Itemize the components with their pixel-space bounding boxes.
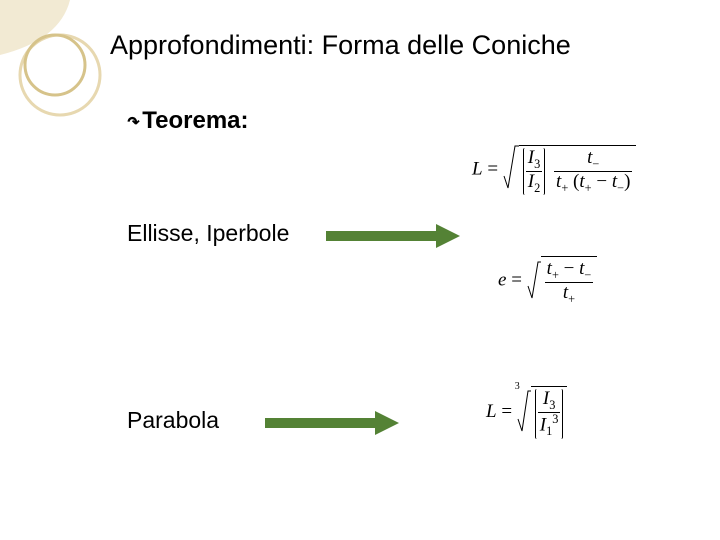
heading-bullet: ↷ bbox=[127, 109, 140, 135]
formula-L2-lhs: L bbox=[486, 401, 497, 422]
heading-text: Teorema: bbox=[142, 107, 248, 134]
slide-title: Approfondimenti: Forma delle Coniche bbox=[110, 30, 571, 61]
eq-sign: = bbox=[511, 270, 526, 291]
formula-L-ellipse: L = I3 I2 t− t+ (t+ − t−) bbox=[472, 142, 636, 198]
formula-e-lhs: e bbox=[498, 270, 506, 291]
frac-I3-I1cubed: I3 I13 bbox=[538, 389, 561, 439]
label-parabola-text: Parabola bbox=[127, 407, 219, 433]
frac-ecc: t+ − t− t+ bbox=[545, 259, 594, 307]
corner-decoration bbox=[0, 0, 120, 120]
formula-L-parabola: L = 3 I3 I13 bbox=[486, 386, 567, 439]
label-ellipse-hyperbola: Ellisse, Iperbole bbox=[127, 220, 289, 247]
eq-sign: = bbox=[487, 158, 502, 179]
formula-L1-lhs: L bbox=[472, 158, 483, 179]
theorem-heading: ↷Teorema: bbox=[127, 107, 249, 135]
label-parabola: Parabola bbox=[127, 407, 219, 434]
arrow-parabola bbox=[265, 411, 400, 440]
formula-eccentricity: e = t+ − t− t+ bbox=[498, 256, 597, 307]
title-text: Approfondimenti: Forma delle Coniche bbox=[110, 30, 571, 60]
label-ellipse-hyperbola-text: Ellisse, Iperbole bbox=[127, 220, 289, 246]
eq-sign: = bbox=[501, 401, 516, 422]
arrow-ellipse-hyperbola bbox=[326, 224, 461, 253]
frac-tminus-over: t− t+ (t+ − t−) bbox=[554, 148, 632, 196]
frac-I3-I2: I3 I2 bbox=[526, 148, 543, 196]
